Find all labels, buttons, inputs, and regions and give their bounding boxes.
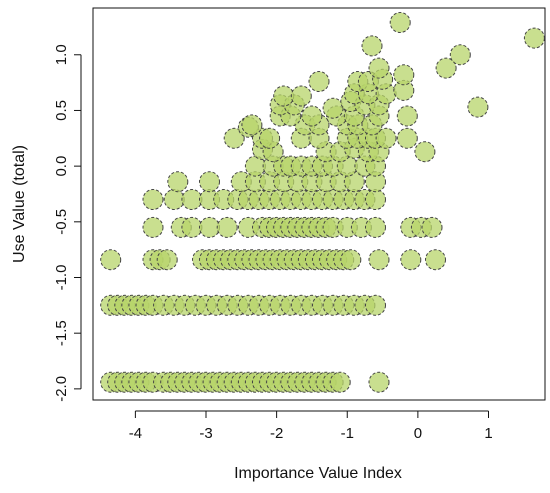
- points-layer: [100, 12, 545, 393]
- data-point: [393, 64, 415, 86]
- data-point: [400, 249, 422, 271]
- data-point: [365, 216, 386, 238]
- data-point: [340, 249, 362, 271]
- y-axis: -2.0 -1.5 -1.0 -0.5 0.0 0.5 1.0: [53, 44, 82, 402]
- data-point: [414, 141, 436, 163]
- data-point: [523, 27, 545, 49]
- data-point: [216, 216, 238, 238]
- y-tick-label: -1.5: [53, 320, 70, 346]
- data-point: [368, 249, 390, 271]
- data-point: [142, 216, 164, 238]
- x-axis-title: Importance Value Index: [234, 465, 402, 482]
- plot-frame: [92, 7, 546, 401]
- x-tick-label: -4: [129, 425, 142, 442]
- data-point: [396, 127, 418, 149]
- y-tick-label: 0.5: [53, 100, 70, 121]
- data-point: [167, 171, 189, 193]
- x-tick-label: -3: [199, 425, 212, 442]
- data-point: [368, 371, 390, 393]
- data-point: [396, 105, 418, 127]
- data-point: [389, 12, 411, 33]
- data-point: [259, 127, 281, 149]
- data-point: [142, 189, 164, 210]
- data-point: [308, 71, 330, 92]
- data-point: [163, 189, 185, 210]
- data-point: [365, 294, 386, 316]
- y-tick-label: 1.0: [53, 44, 70, 65]
- data-point: [181, 216, 203, 238]
- data-point: [156, 249, 178, 271]
- data-point: [449, 44, 471, 66]
- data-point: [241, 114, 263, 136]
- x-axis: -4 -3 -2 -1 0 1: [129, 410, 493, 442]
- data-point: [467, 96, 489, 118]
- y-tick-label: 0.0: [53, 156, 70, 177]
- x-tick-label: 0: [414, 425, 422, 442]
- data-point: [290, 85, 312, 107]
- data-point: [368, 57, 390, 79]
- data-point: [365, 189, 386, 210]
- data-point: [223, 127, 245, 149]
- data-point: [361, 35, 383, 57]
- data-point: [435, 57, 457, 79]
- data-point: [199, 216, 220, 238]
- data-point: [100, 249, 122, 271]
- y-tick-label: -1.0: [53, 265, 70, 291]
- data-point: [181, 189, 203, 210]
- data-point: [329, 371, 351, 393]
- x-tick-label: -2: [270, 425, 283, 442]
- data-point: [273, 85, 295, 107]
- data-point: [322, 97, 344, 119]
- y-tick-label: -0.5: [53, 209, 70, 235]
- x-tick-label: -1: [341, 425, 354, 442]
- data-point: [425, 249, 446, 271]
- data-point: [301, 105, 323, 127]
- x-tick-label: 1: [484, 425, 492, 442]
- data-point: [421, 216, 443, 238]
- data-point: [199, 171, 220, 193]
- y-tick-label: -2.0: [53, 376, 70, 402]
- data-point: [375, 127, 397, 149]
- y-axis-title: Use Value (total): [11, 145, 28, 263]
